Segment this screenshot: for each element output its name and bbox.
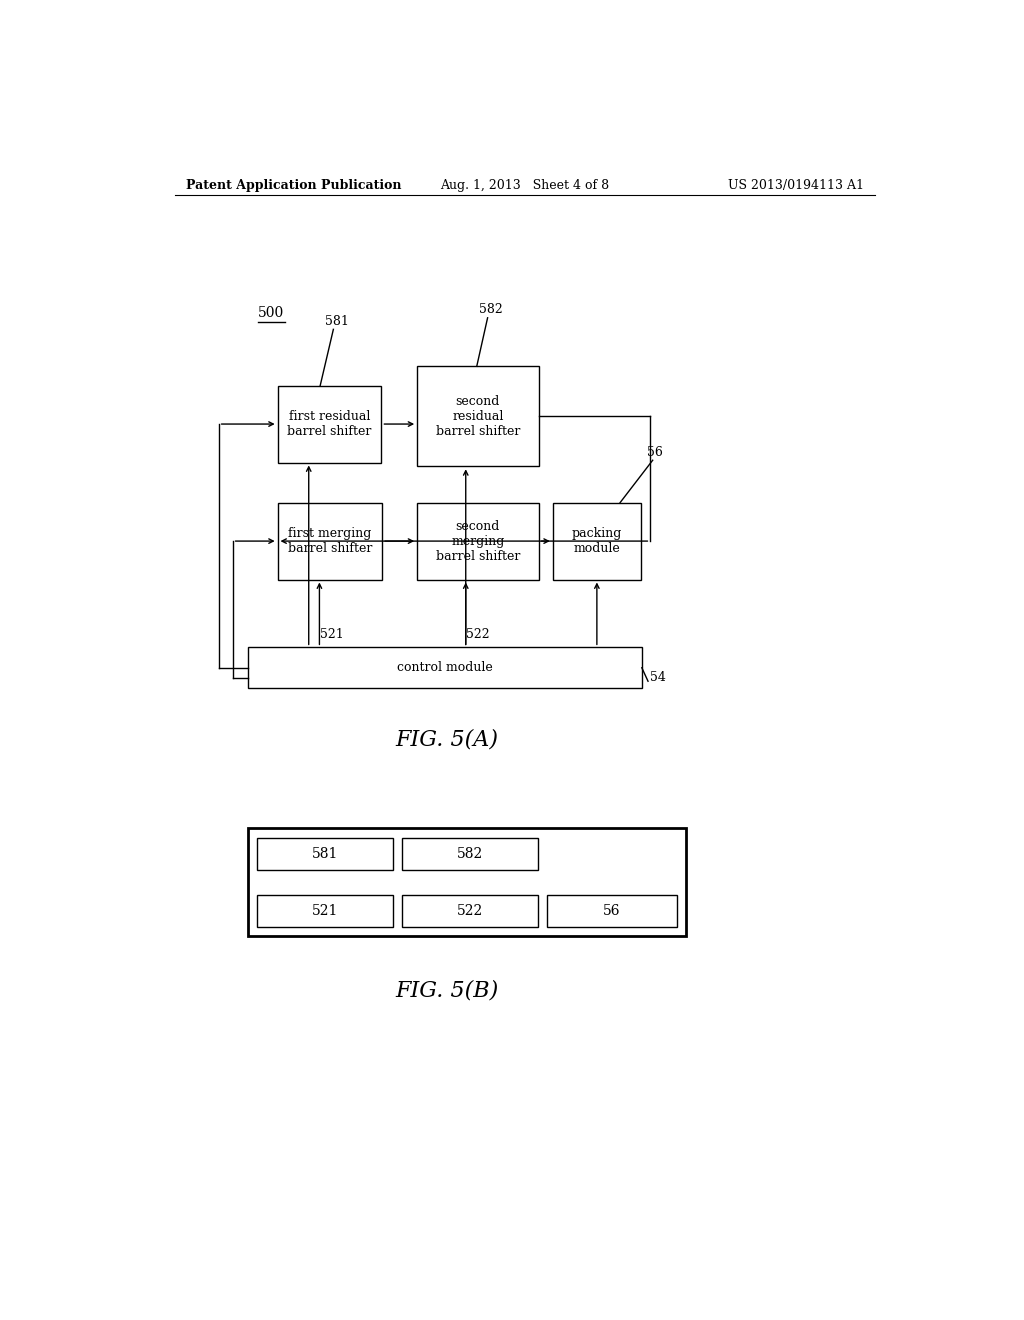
Bar [257, 895, 393, 927]
Text: 581: 581 [312, 846, 338, 861]
Bar [402, 895, 538, 927]
Bar [402, 838, 538, 870]
Text: 522: 522 [457, 904, 483, 917]
Bar [417, 503, 539, 579]
Text: first residual
barrel shifter: first residual barrel shifter [288, 411, 372, 438]
Text: second
residual
barrel shifter: second residual barrel shifter [436, 395, 520, 438]
Text: 522: 522 [466, 628, 489, 642]
Text: 521: 521 [321, 628, 344, 642]
Text: second
merging
barrel shifter: second merging barrel shifter [436, 520, 520, 562]
Bar [417, 367, 539, 466]
Text: Aug. 1, 2013   Sheet 4 of 8: Aug. 1, 2013 Sheet 4 of 8 [440, 178, 609, 191]
Text: control module: control module [397, 661, 493, 675]
Bar [547, 895, 677, 927]
Bar [553, 503, 641, 579]
Text: 56: 56 [603, 904, 621, 917]
Text: Patent Application Publication: Patent Application Publication [186, 178, 401, 191]
Bar [248, 829, 686, 936]
Bar [278, 385, 381, 462]
Bar [248, 647, 642, 688]
Text: packing
module: packing module [571, 527, 622, 556]
Text: 500: 500 [258, 306, 285, 321]
Text: 582: 582 [479, 304, 503, 317]
Text: 56: 56 [647, 446, 663, 459]
Text: first merging
barrel shifter: first merging barrel shifter [288, 527, 372, 556]
Text: 54: 54 [650, 672, 667, 684]
Text: 521: 521 [312, 904, 338, 917]
Bar [257, 838, 393, 870]
Text: FIG. 5(A): FIG. 5(A) [396, 729, 499, 751]
Bar [278, 503, 382, 579]
Text: 582: 582 [457, 846, 483, 861]
Text: FIG. 5(B): FIG. 5(B) [395, 979, 499, 1001]
Text: 581: 581 [326, 314, 349, 327]
Text: US 2013/0194113 A1: US 2013/0194113 A1 [728, 178, 864, 191]
